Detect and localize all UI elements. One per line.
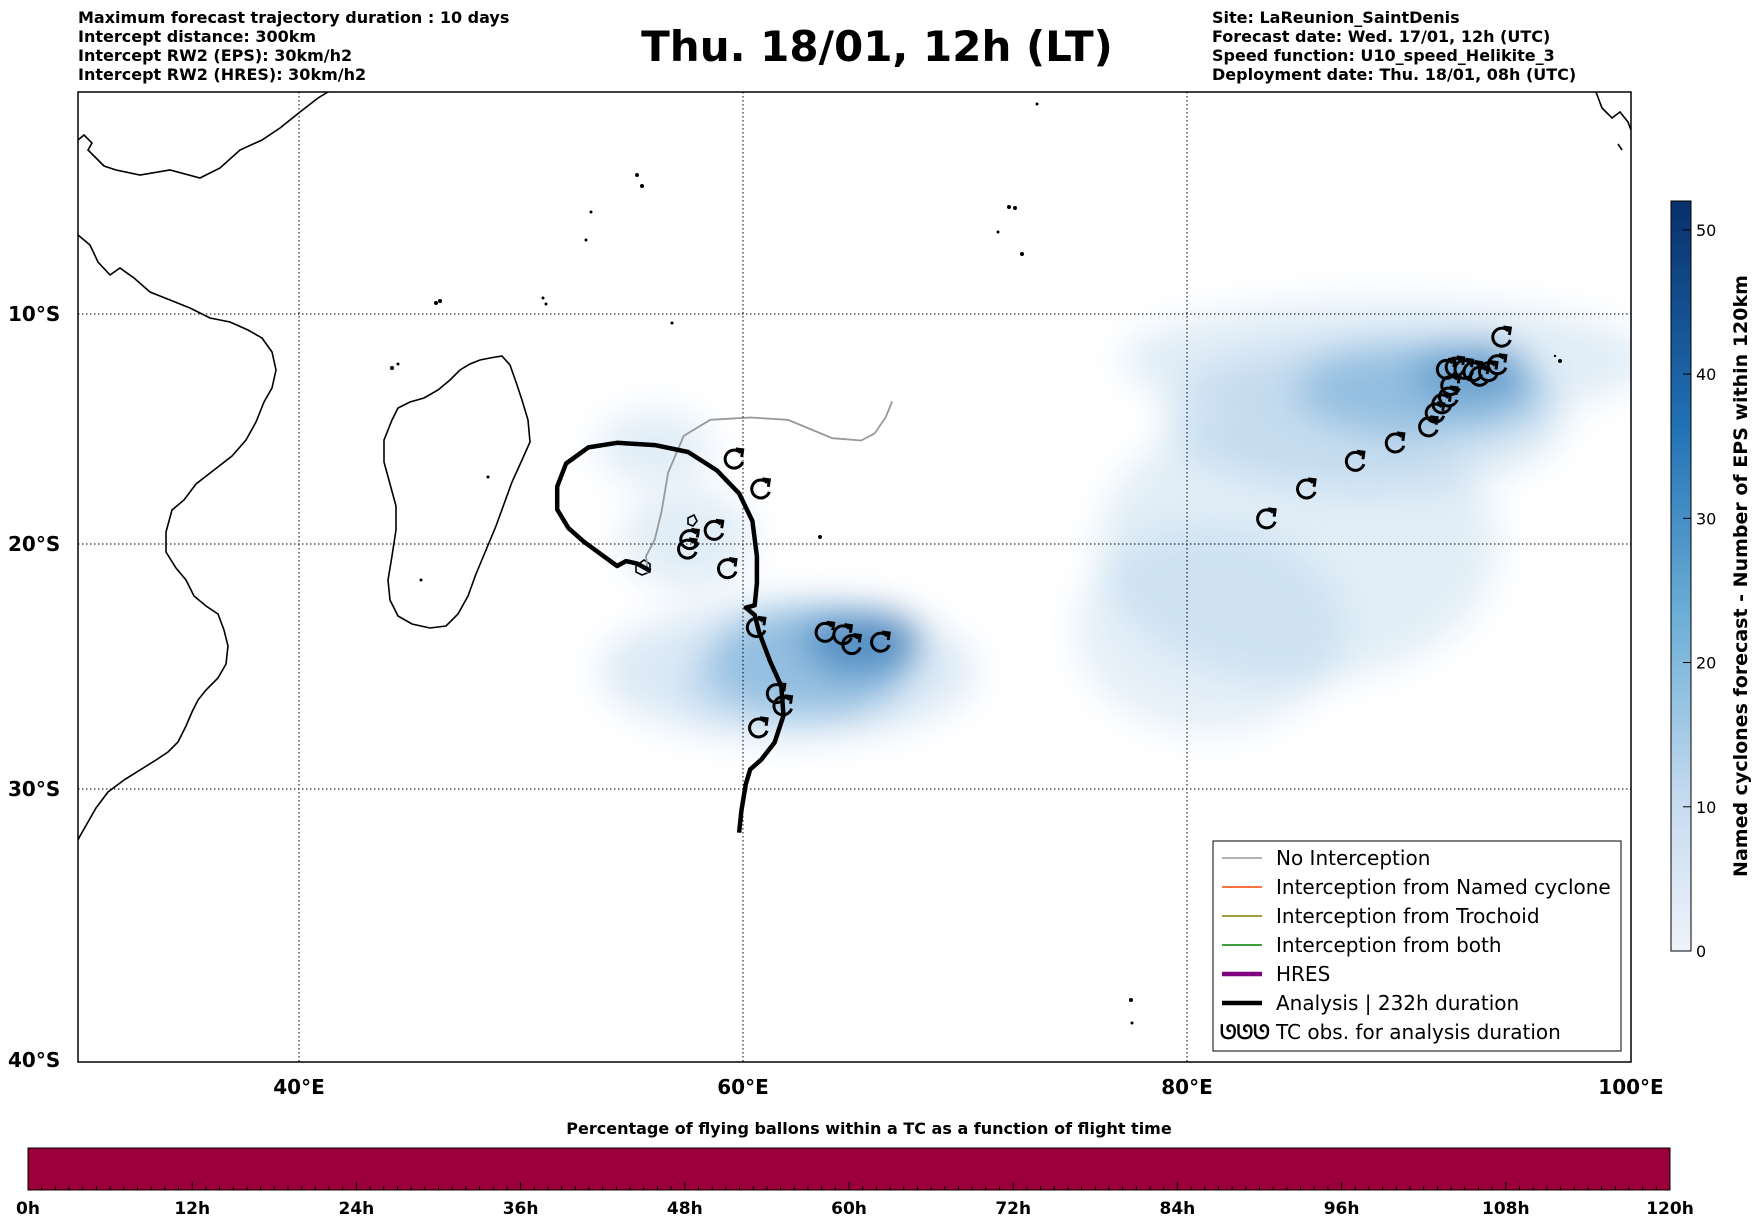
flight-bar-tick-label: 48h xyxy=(667,1199,703,1219)
header-line: Forecast date: Wed. 17/01, 12h (UTC) xyxy=(1212,27,1551,46)
legend-label: Interception from Named cyclone xyxy=(1276,875,1611,899)
tc-obs-symbol xyxy=(814,620,836,643)
colorbar-tick-label: 0 xyxy=(1696,942,1706,961)
tc-obs-symbol xyxy=(832,623,854,646)
flight-bar-tick-label: 120h xyxy=(1646,1199,1694,1219)
legend-label: HRES xyxy=(1276,962,1330,986)
tc-obs-symbol xyxy=(1486,353,1508,376)
density-colorbar: 0 10 20 30 40 50 Named cyclones forecast - Nu… xyxy=(1670,200,1752,961)
colorbar-tick-label: 30 xyxy=(1696,509,1716,528)
flight-bar-tick-label: 72h xyxy=(995,1199,1031,1219)
header-line: Speed function: U10_speed_Helikite_3 xyxy=(1212,46,1555,65)
header-left: Maximum forecast trajectory duration : 1… xyxy=(78,8,509,84)
no-interception-track xyxy=(645,401,894,574)
map-frame xyxy=(77,91,1632,1063)
flight-bar-tick-label: 12h xyxy=(174,1199,210,1219)
tc-obs-symbol xyxy=(677,537,698,560)
header-line: Maximum forecast trajectory duration : 1… xyxy=(78,8,510,27)
colorbar-ticks: 0 10 20 30 40 50 xyxy=(1683,221,1716,961)
legend-label: TC obs. for analysis duration xyxy=(1275,1020,1561,1044)
flight-bar-tick-label: 108h xyxy=(1482,1199,1530,1219)
lon-tick-label: 80°E xyxy=(1161,1075,1213,1099)
flight-bar-minor-ticks xyxy=(27,1182,1671,1190)
tc-obs-symbol xyxy=(1256,507,1277,530)
tc-obs-symbol xyxy=(1491,325,1513,348)
flight-bar-tick-label: 84h xyxy=(1160,1199,1196,1219)
island-reunion xyxy=(635,559,651,576)
colorbar-label: Named cyclones forecast - Number of EPS … xyxy=(1730,275,1752,877)
tc-obs-symbol xyxy=(772,694,794,717)
flight-bar-tick-label: 24h xyxy=(339,1199,375,1219)
tc-obs-symbol xyxy=(750,477,772,500)
flight-time-bar: Percentage of flying ballons within a TC… xyxy=(16,1119,1694,1219)
colorbar-tick-label: 10 xyxy=(1696,798,1716,817)
tc-obs-symbol xyxy=(1296,477,1317,500)
header-line: Intercept RW2 (EPS): 30km/h2 xyxy=(78,46,353,65)
lon-tick-label: 100°E xyxy=(1598,1075,1663,1099)
flight-bar-tick-labels: 0h 12h 24h 36h 48h 60h 72h 84h 96h 108h 120h xyxy=(16,1199,1694,1219)
map-graticule xyxy=(78,92,1631,1062)
flight-bar-title: Percentage of flying ballons within a TC… xyxy=(566,1119,1172,1138)
tc-obs-symbol xyxy=(1444,355,1466,378)
tc-obs-symbol xyxy=(841,632,862,656)
map-title: Thu. 18/01, 12h (LT) xyxy=(641,22,1113,71)
flight-bar-tick-label: 96h xyxy=(1324,1199,1360,1219)
legend-label: Analysis | 232h duration xyxy=(1276,991,1519,1015)
tc-obs-symbol xyxy=(723,447,745,470)
small-islands xyxy=(390,102,1562,1025)
lat-tick-label: 20°S xyxy=(8,532,60,556)
tc-obs-symbol xyxy=(748,716,769,739)
flight-bar-tick-label: 60h xyxy=(831,1199,867,1219)
header-line: Deployment date: Thu. 18/01, 08h (UTC) xyxy=(1212,65,1577,84)
tc-observations xyxy=(677,325,1513,739)
lat-tick-label: 30°S xyxy=(8,777,60,801)
colorbar-tick-label: 40 xyxy=(1696,365,1716,384)
lat-tick-label: 10°S xyxy=(8,302,60,326)
legend-label: Interception from Trochoid xyxy=(1276,904,1540,928)
density-blob xyxy=(599,602,977,741)
flight-bar-tick-label: 36h xyxy=(503,1199,539,1219)
colorbar-tick-label: 50 xyxy=(1696,221,1716,240)
lon-tick-label: 40°E xyxy=(273,1075,325,1099)
coastline-australia-corner xyxy=(1595,92,1631,151)
tc-obs-symbol xyxy=(1453,357,1475,380)
island-mauritius xyxy=(687,513,698,527)
density-blob xyxy=(1120,300,1631,420)
tc-obs-symbol xyxy=(745,615,767,638)
tc-obs-symbol xyxy=(717,557,738,580)
header-line: Intercept distance: 300km xyxy=(78,27,317,46)
colorbar-tick-label: 20 xyxy=(1696,654,1716,673)
tc-obs-symbol xyxy=(703,518,725,541)
analysis-track xyxy=(554,440,786,833)
tc-obs-symbol xyxy=(1384,431,1406,454)
header-right: Site: LaReunion_SaintDenis Forecast date… xyxy=(1212,8,1576,84)
tc-obs-symbol xyxy=(765,681,787,705)
legend-label: No Interception xyxy=(1276,846,1430,870)
legend-label: Interception from both xyxy=(1276,933,1502,957)
tc-obs-symbol xyxy=(1344,449,1366,472)
flight-bar-tick-label: 0h xyxy=(16,1199,40,1219)
tc-obs-symbol xyxy=(870,630,891,653)
map-legend: No Interception Interception from Named … xyxy=(1212,840,1622,1052)
lat-tick-label: 40°S xyxy=(8,1048,60,1072)
map-content xyxy=(78,92,1631,1025)
header-line: Intercept RW2 (HRES): 30km/h2 xyxy=(78,65,367,84)
lon-tick-label: 60°E xyxy=(717,1075,769,1099)
coastline-madagascar xyxy=(383,355,531,629)
coastline-africa xyxy=(78,92,329,841)
header-line: Site: LaReunion_SaintDenis xyxy=(1212,8,1460,27)
density-blob xyxy=(1076,526,1343,734)
tc-symbol-swatch: ᘎᘎᘎ xyxy=(1220,1020,1270,1044)
